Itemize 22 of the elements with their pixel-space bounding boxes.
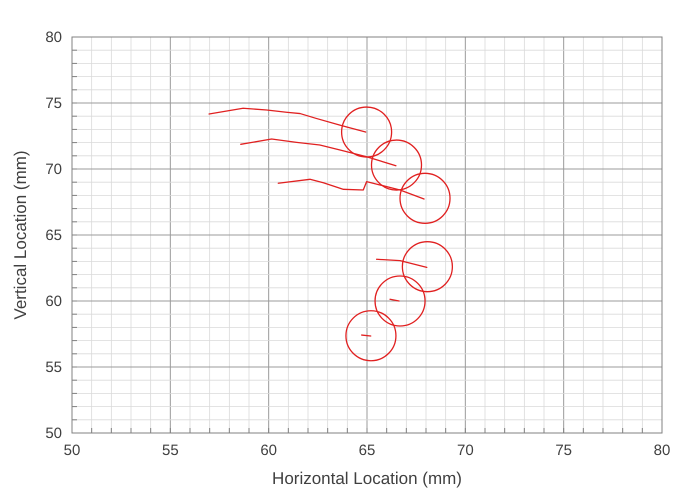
x-tick-label: 80 bbox=[654, 442, 670, 459]
y-tick-label: 75 bbox=[45, 95, 62, 112]
point bbox=[340, 106, 392, 158]
point bbox=[399, 172, 451, 224]
point bbox=[374, 275, 426, 327]
x-axis-title: Horizontal Location (mm) bbox=[272, 469, 462, 488]
point bbox=[370, 139, 422, 191]
x-tick-label: 55 bbox=[162, 442, 179, 459]
x-tick-label: 60 bbox=[260, 442, 278, 459]
point bbox=[402, 241, 454, 292]
y-tick-label: 60 bbox=[45, 293, 62, 310]
x-tick-label: 50 bbox=[64, 442, 80, 459]
point bbox=[345, 310, 397, 362]
y-tick-label: 65 bbox=[45, 227, 62, 244]
y-tick-label: 55 bbox=[45, 359, 62, 376]
y-tick-label: 50 bbox=[45, 425, 62, 442]
x-tick-label: 70 bbox=[456, 442, 474, 459]
y-tick-label: 70 bbox=[45, 161, 62, 178]
x-tick-label: 65 bbox=[358, 442, 376, 459]
y-axis-title: Vertical Location (mm) bbox=[11, 150, 30, 320]
x-tick-label: 75 bbox=[555, 442, 572, 459]
y-tick-label: 80 bbox=[45, 29, 62, 46]
